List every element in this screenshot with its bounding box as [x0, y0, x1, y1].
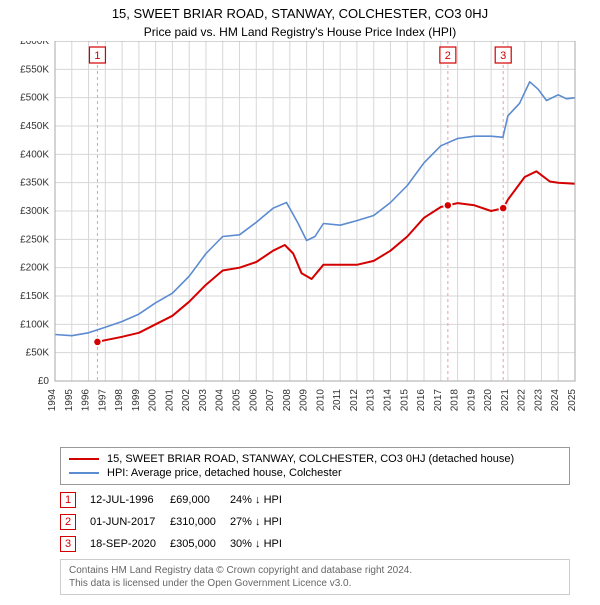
y-tick-label: £100K [20, 319, 49, 330]
legend-swatch [69, 458, 99, 460]
legend-row-property: 15, SWEET BRIAR ROAD, STANWAY, COLCHESTE… [69, 452, 561, 466]
marker-price: £69,000 [170, 489, 230, 511]
legend: 15, SWEET BRIAR ROAD, STANWAY, COLCHESTE… [60, 447, 570, 485]
y-tick-label: £200K [20, 263, 49, 274]
chart-svg: £0 £50K £100K £150K £200K £250K £300K £350K £400… [0, 41, 600, 436]
x-tick-label: 2020 [483, 389, 494, 412]
x-tick-label: 1997 [97, 389, 108, 412]
marker-point [93, 338, 101, 346]
marker-price: £310,000 [170, 511, 230, 533]
marker-date: 01-JUN-2017 [90, 511, 170, 533]
x-tick-label: 2013 [366, 389, 377, 412]
marker-number: 1 [94, 50, 100, 62]
x-tick-label: 2009 [299, 389, 310, 412]
title-line-1: 15, SWEET BRIAR ROAD, STANWAY, COLCHESTE… [4, 6, 596, 21]
x-tick-label: 2016 [416, 389, 427, 412]
x-tick-label: 1994 [47, 389, 58, 412]
x-tick-label: 2010 [315, 389, 326, 412]
y-tick-label: £300K [20, 206, 49, 217]
y-tick-label: £450K [20, 121, 49, 132]
x-tick-label: 1999 [131, 389, 142, 412]
marker-date: 18-SEP-2020 [90, 533, 170, 555]
x-tick-label: 2002 [181, 389, 192, 412]
marker-box-inline: 3 [60, 536, 76, 552]
marker-number: 2 [445, 50, 451, 62]
x-tick-label: 2017 [433, 389, 444, 412]
chart-container: 15, SWEET BRIAR ROAD, STANWAY, COLCHESTE… [0, 0, 600, 595]
marker-table: 1 12-JUL-1996£69,00024% ↓ HPI 2 01-JUN-2017… [60, 489, 296, 555]
x-tick-label: 2001 [164, 389, 175, 412]
x-tick-label: 2023 [533, 389, 544, 412]
legend-row-hpi: HPI: Average price, detached house, Colc… [69, 466, 561, 480]
x-tick-label: 2022 [517, 389, 528, 412]
y-tick-label: £150K [20, 291, 49, 302]
marker-delta: 27% ↓ HPI [230, 511, 296, 533]
marker-box-inline: 2 [60, 514, 76, 530]
x-tick-label: 2021 [500, 389, 511, 412]
chart-area: £0 £50K £100K £150K £200K £250K £300K £350K £400… [0, 41, 600, 441]
x-tick-label: 2007 [265, 389, 276, 412]
marker-point [499, 204, 507, 212]
x-tick-label: 1998 [114, 389, 125, 412]
marker-box-inline: 1 [60, 492, 76, 508]
marker-row: 3 18-SEP-2020£305,00030% ↓ HPI [60, 533, 296, 555]
x-tick-label: 2011 [332, 389, 343, 411]
x-tick-label: 2019 [466, 389, 477, 412]
x-tick-label: 2000 [148, 389, 159, 412]
marker-row: 2 01-JUN-2017£310,00027% ↓ HPI [60, 511, 296, 533]
x-tick-label: 2018 [450, 389, 461, 412]
x-tick-label: 2008 [282, 389, 293, 412]
y-tick-label: £400K [20, 149, 49, 160]
y-tick-label: £600K [20, 41, 49, 47]
x-tick-label: 2006 [248, 389, 259, 412]
x-tick-label: 2015 [399, 389, 410, 412]
legend-swatch [69, 472, 99, 474]
x-tick-label: 2025 [567, 389, 578, 412]
x-tick-label: 2012 [349, 389, 360, 412]
x-tick-label: 2005 [232, 389, 243, 412]
marker-point [444, 201, 452, 209]
marker-row: 1 12-JUL-1996£69,00024% ↓ HPI [60, 489, 296, 511]
y-tick-label: £550K [20, 64, 49, 75]
title-line-2: Price paid vs. HM Land Registry's House … [4, 25, 596, 39]
y-tick-label: £500K [20, 93, 49, 104]
x-tick-label: 2024 [550, 389, 561, 412]
y-tick-label: £350K [20, 178, 49, 189]
x-tick-label: 2003 [198, 389, 209, 412]
footer-line-1: Contains HM Land Registry data © Crown c… [69, 564, 561, 577]
x-tick-label: 2004 [215, 389, 226, 412]
footer-line-2: This data is licensed under the Open Gov… [69, 577, 561, 590]
x-tick-label: 2014 [382, 389, 393, 412]
y-tick-label: £250K [20, 234, 49, 245]
x-tick-label: 1996 [81, 389, 92, 412]
marker-number: 3 [500, 50, 506, 62]
marker-date: 12-JUL-1996 [90, 489, 170, 511]
marker-price: £305,000 [170, 533, 230, 555]
legend-label: 15, SWEET BRIAR ROAD, STANWAY, COLCHESTE… [107, 453, 514, 465]
legend-label: HPI: Average price, detached house, Colc… [107, 467, 342, 479]
titles: 15, SWEET BRIAR ROAD, STANWAY, COLCHESTE… [0, 0, 600, 41]
y-tick-label: £0 [38, 376, 50, 387]
marker-delta: 24% ↓ HPI [230, 489, 296, 511]
marker-delta: 30% ↓ HPI [230, 533, 296, 555]
x-tick-label: 1995 [64, 389, 75, 412]
y-tick-label: £50K [26, 348, 50, 359]
